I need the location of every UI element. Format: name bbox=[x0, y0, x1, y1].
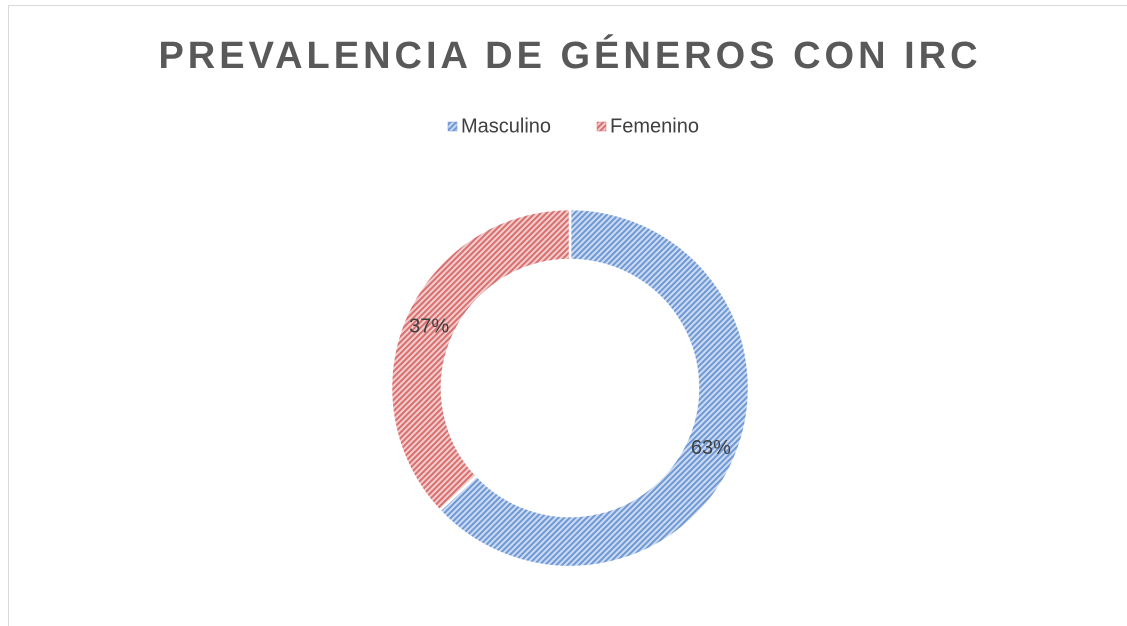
donut-slice bbox=[389, 207, 572, 513]
donut-slice bbox=[437, 207, 751, 569]
legend-label: Masculino bbox=[461, 115, 551, 137]
data-label: 63% bbox=[691, 437, 731, 459]
chart-title: PREVALENCIA DE GÉNEROS CON IRC bbox=[158, 33, 981, 77]
legend-marker bbox=[447, 121, 458, 132]
data-label: 37% bbox=[409, 315, 449, 337]
legend-marker bbox=[596, 121, 607, 132]
legend-label: Femenino bbox=[610, 115, 699, 137]
